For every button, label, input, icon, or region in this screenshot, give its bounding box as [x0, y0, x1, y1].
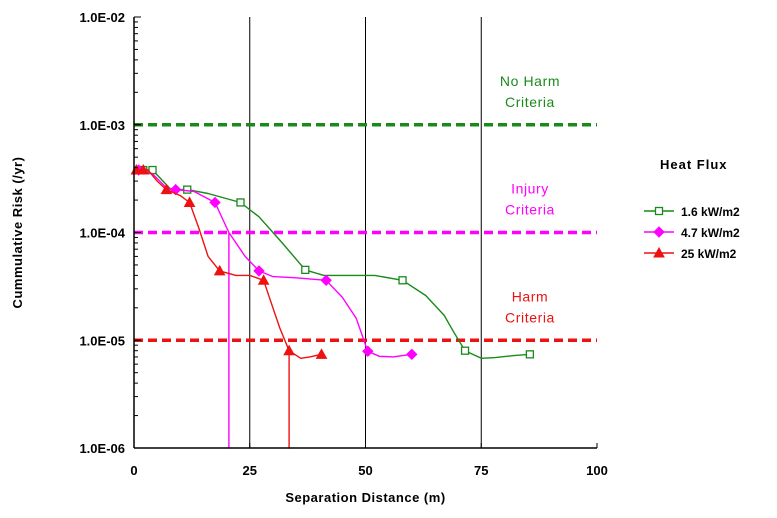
- square-marker: [460, 346, 470, 355]
- y-axis-title: Cummulative Risk (/yr): [10, 157, 25, 309]
- x-tick-label: 100: [586, 463, 608, 478]
- square-marker: [183, 185, 192, 194]
- series-line: [134, 169, 530, 359]
- criteria-label-line2: Criteria: [505, 202, 555, 218]
- diamond-marker: [653, 226, 665, 238]
- square-marker: [525, 350, 535, 359]
- y-minor-ticks: [134, 16, 141, 449]
- triangle-marker: [137, 163, 150, 175]
- y-tick-labels: 1.0E-06 1.0E-05 1.0E-04 1.0E-03 1.0E-02: [79, 10, 125, 456]
- criteria-label-line1: No Harm: [500, 73, 560, 89]
- x-tick-label: 25: [243, 463, 257, 478]
- legend: Heat Flux 1.6 kW/m2 4.7 kW/m2 25 kW/m2: [644, 157, 740, 261]
- criteria-lines: [134, 123, 597, 342]
- triangle-marker: [653, 246, 665, 258]
- triangle-marker: [213, 264, 226, 276]
- criteria-label-line1: Injury: [511, 181, 549, 197]
- criteria-label-line2: Criteria: [505, 94, 555, 110]
- x-tick-label: 0: [130, 463, 137, 478]
- diamond-marker: [209, 196, 221, 209]
- criteria-label-line1: Harm: [512, 288, 549, 304]
- criteria-labels: No Harm Criteria Injury Criteria Harm Criteri…: [500, 73, 560, 326]
- triangle-marker: [160, 183, 173, 195]
- x-tick-label: 50: [358, 463, 372, 478]
- x-axis-title: Separation Distance (m): [285, 490, 445, 505]
- y-tick-label: 1.0E-06: [79, 441, 125, 456]
- triangle-marker: [315, 348, 328, 359]
- legend-item: 1.6 kW/m2: [644, 205, 740, 219]
- x-tick-label: 75: [474, 463, 488, 478]
- series-0: [134, 165, 535, 359]
- y-tick-label: 1.0E-04: [79, 226, 125, 241]
- series-group: [130, 163, 535, 449]
- y-tick-label: 1.0E-02: [79, 10, 125, 25]
- square-marker: [236, 198, 245, 207]
- triangle-marker: [257, 274, 270, 285]
- y-tick-label: 1.0E-03: [79, 118, 125, 133]
- legend-label: 25 kW/m2: [681, 247, 737, 261]
- diamond-marker: [253, 265, 265, 277]
- series-2: [130, 163, 328, 449]
- series-1: [132, 164, 418, 449]
- diamond-marker: [362, 345, 374, 357]
- y-tick-label: 1.0E-05: [79, 333, 125, 348]
- x-tick-labels: 0 25 50 75 100: [130, 443, 608, 478]
- legend-item: 4.7 kW/m2: [644, 226, 740, 240]
- square-marker: [654, 206, 664, 216]
- diamond-marker: [406, 348, 418, 361]
- square-marker: [301, 265, 310, 275]
- legend-item: 25 kW/m2: [644, 246, 737, 261]
- criteria-label-line2: Criteria: [505, 309, 555, 325]
- diamond-marker: [320, 274, 332, 287]
- legend-label: 4.7 kW/m2: [681, 226, 740, 240]
- triangle-marker: [283, 344, 295, 356]
- legend-title: Heat Flux: [660, 157, 728, 172]
- legend-label: 1.6 kW/m2: [681, 205, 740, 219]
- triangle-marker: [183, 196, 196, 207]
- series-line: [134, 169, 322, 449]
- square-marker: [398, 276, 407, 285]
